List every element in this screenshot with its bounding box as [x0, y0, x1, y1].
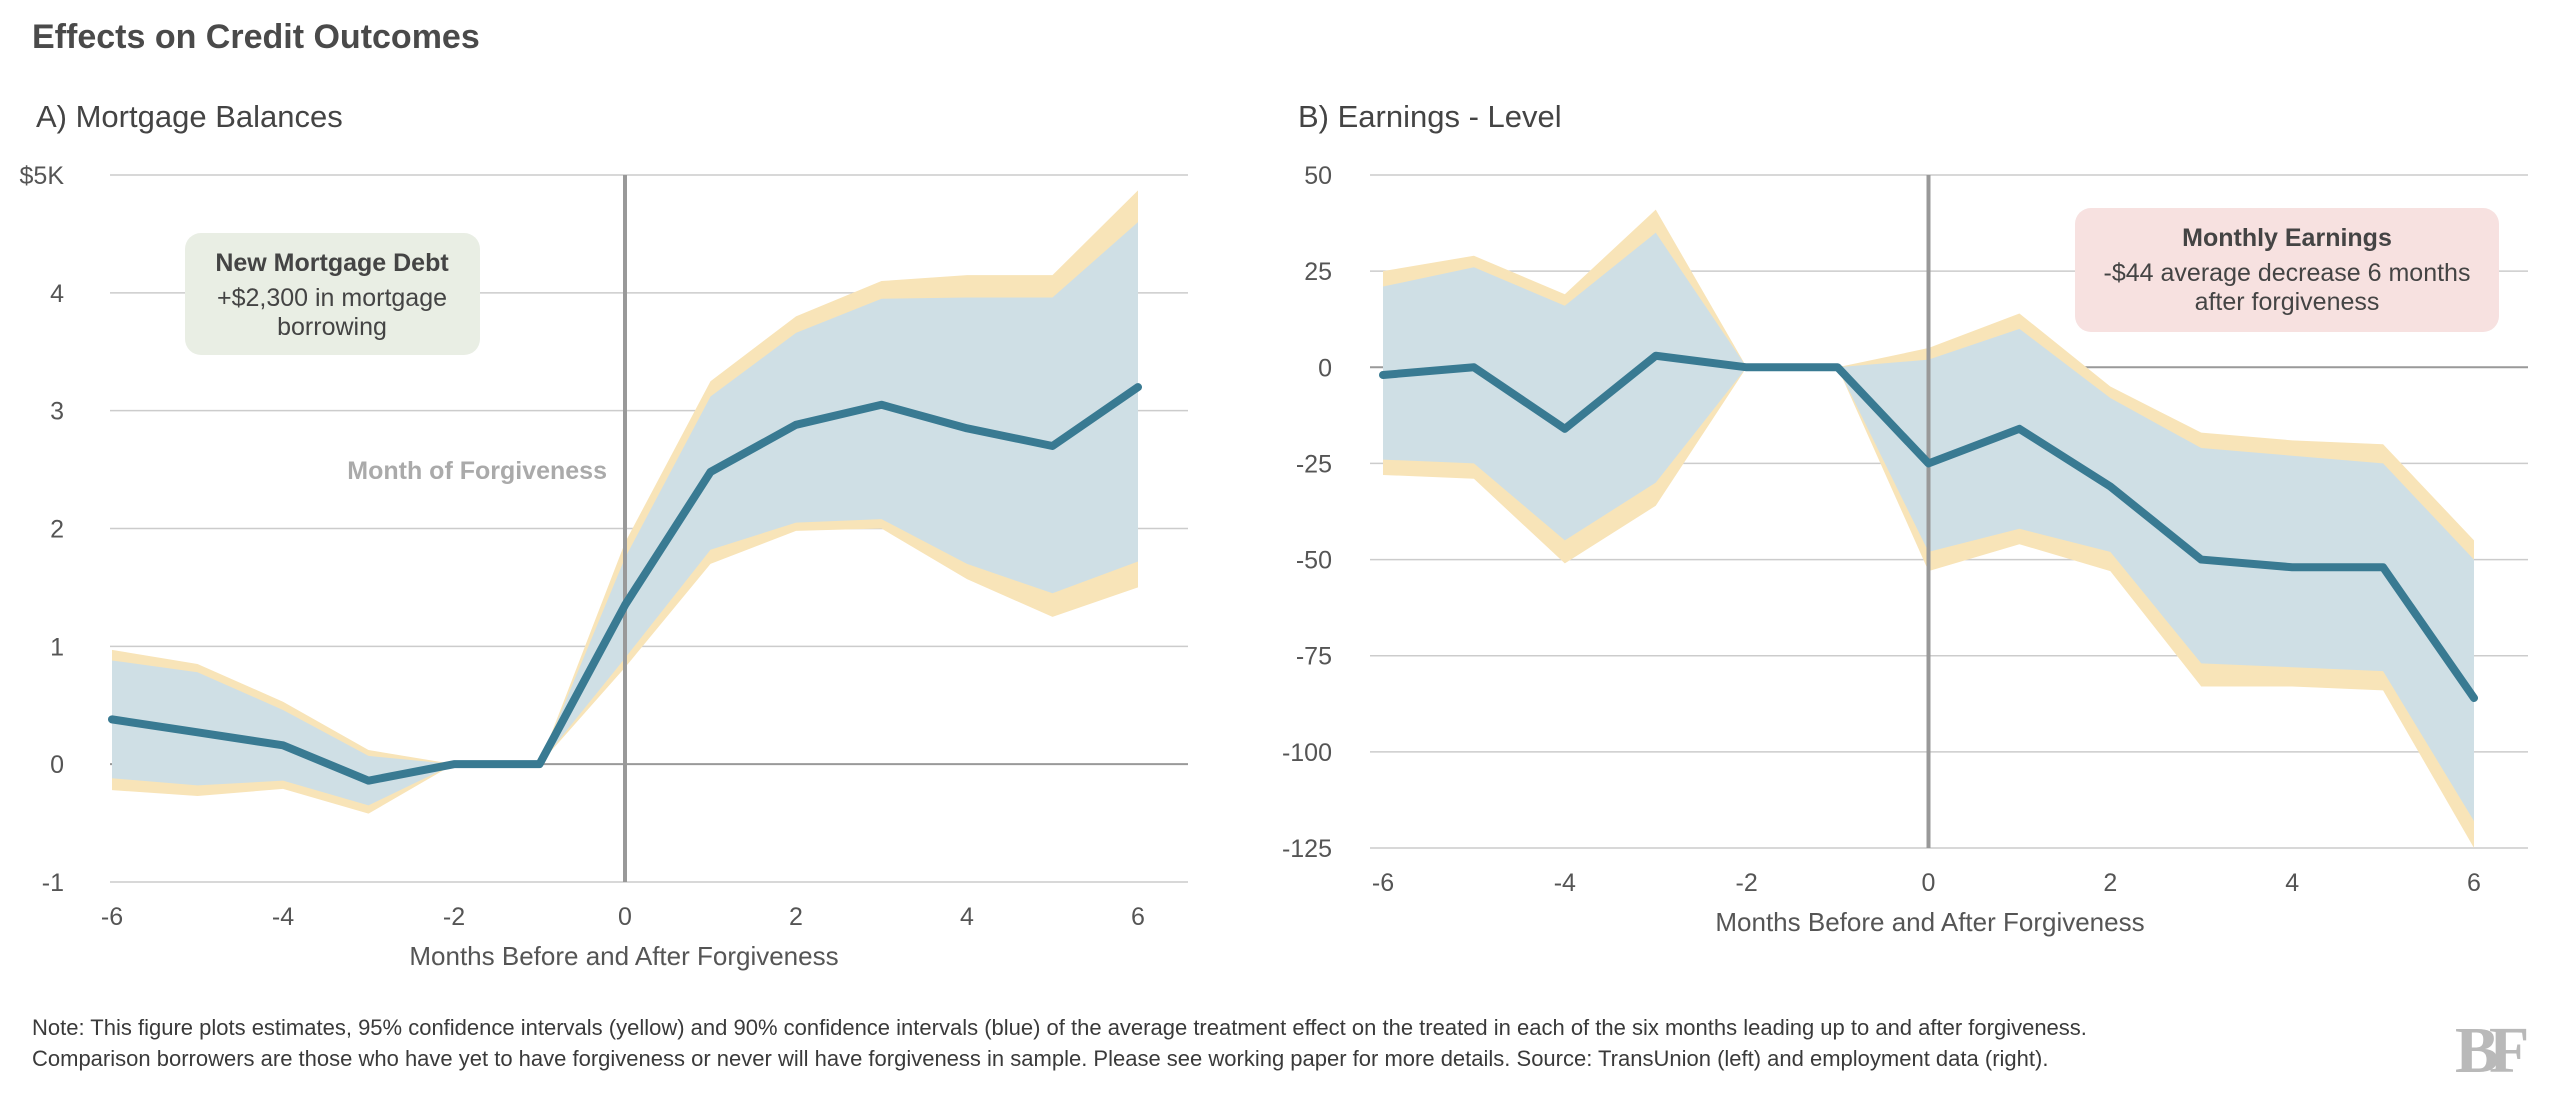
note-line-1: Note: This figure plots estimates, 95% c…	[32, 1015, 2087, 1040]
panel-b-x-tick-label: -2	[1736, 869, 1758, 897]
panel-b-y-tick-label: -125	[1282, 835, 1332, 863]
panel-a-y-tick-label: 3	[50, 398, 64, 426]
panel-a-annotation-line-1: +$2,300 in mortgage	[217, 284, 447, 312]
panel-a-y-tick-label: 4	[50, 280, 64, 308]
panel-b-x-tick-label: 2	[2103, 869, 2117, 897]
panel-b-x-tick-label: 0	[1922, 869, 1936, 897]
panel-b-y-tick-label: 0	[1318, 354, 1332, 382]
panel-b-estimate-line	[1379, 351, 2478, 703]
panel-a-x-tick-label: 6	[1131, 903, 1145, 931]
bf-logo-text: BF	[2455, 1014, 2527, 1082]
panel-a-x-tick-label: -6	[101, 903, 123, 931]
panel-b-y-tick-label: 25	[1304, 258, 1332, 286]
panel-a-y-tick-label: 0	[50, 751, 64, 779]
panel-a-title: A) Mortgage Balances	[36, 99, 343, 134]
panel-a-x-tick-label: -2	[443, 903, 465, 931]
panel-b-annotation-title: Monthly Earnings	[2182, 224, 2392, 252]
note-line-2: Comparison borrowers are those who have …	[32, 1046, 2049, 1071]
panel-a-y-tick-label: -1	[42, 869, 64, 897]
panel-a-y-tick-label: $5K	[20, 162, 65, 190]
panel-a-ci90-band	[112, 222, 1138, 806]
panel-a-annotation-box	[185, 233, 480, 355]
panel-a-estimate-line	[108, 383, 1142, 785]
panel-b-annotation-line-2: after forgiveness	[2195, 288, 2380, 316]
panel-b-y-tick-label: -25	[1296, 450, 1332, 478]
panel-b-x-tick-label: -6	[1372, 869, 1394, 897]
panel-b-title: B) Earnings - Level	[1298, 99, 1562, 134]
panel-a-x-axis-label: Months Before and After Forgiveness	[409, 941, 838, 971]
panel-a-x-tick-label: 2	[789, 903, 803, 931]
panel-b-y-tick-label: -100	[1282, 739, 1332, 767]
figure-note: Note: This figure plots estimates, 95% c…	[32, 1012, 2412, 1074]
panel-a-x-tick-label: -4	[272, 903, 294, 931]
chart-area: A) Mortgage Balances -1 0 1 2 3 4 $5K Month of F…	[20, 99, 2528, 971]
page-title: Effects on Credit Outcomes	[32, 18, 480, 56]
panel-b-annotation-box	[2075, 208, 2499, 332]
panel-b-x-tick-label: 4	[2285, 869, 2299, 897]
panel-b-y-tick-label: -75	[1296, 643, 1332, 671]
panel-a-annotation-title: New Mortgage Debt	[215, 249, 449, 277]
bf-logo: BF	[2455, 1014, 2535, 1082]
panel-b-x-tick-label: -4	[1554, 869, 1576, 897]
panel-b-x-axis-label: Months Before and After Forgiveness	[1715, 907, 2144, 937]
panel-a-y-tick-label: 2	[50, 516, 64, 544]
panel-a-x-tick-label: 0	[618, 903, 632, 931]
panel-b-y-tick-label: 50	[1304, 162, 1332, 190]
panel-a-y-tick-label: 1	[50, 633, 64, 661]
panel-b-x-tick-label: 6	[2467, 869, 2481, 897]
panel-b-y-tick-label: -50	[1296, 547, 1332, 575]
panel-b-annotation-line-1: -$44 average decrease 6 months	[2104, 259, 2471, 287]
panel-a-annotation-line-2: borrowing	[277, 313, 387, 341]
panel-a-forgiveness-label: Month of Forgiveness	[347, 457, 607, 485]
panel-a-x-tick-label: 4	[960, 903, 974, 931]
